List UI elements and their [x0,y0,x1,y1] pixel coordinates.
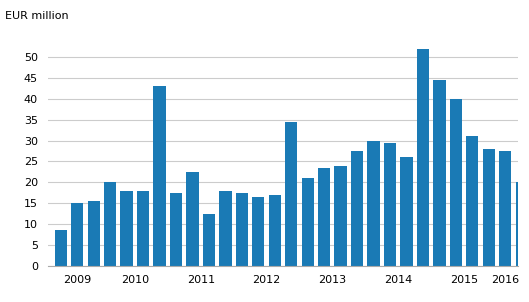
Bar [302,178,314,266]
Bar [499,151,512,266]
Bar [203,214,215,266]
Bar [87,201,100,266]
Bar [318,168,330,266]
Bar [54,230,67,266]
Bar [104,182,116,266]
Bar [121,191,133,266]
Bar [71,203,84,266]
Bar [219,191,232,266]
Bar [367,140,380,266]
Bar [433,80,445,266]
Bar [466,137,479,266]
Bar [252,197,264,266]
Bar [137,191,149,266]
Bar [186,172,199,266]
Bar [450,99,462,266]
Bar [236,193,248,266]
Text: EUR million: EUR million [5,11,69,21]
Bar [269,195,281,266]
Bar [384,143,396,266]
Bar [400,157,413,266]
Bar [170,193,182,266]
Bar [482,149,495,266]
Bar [417,49,429,266]
Bar [516,182,528,266]
Bar [334,165,347,266]
Bar [351,151,363,266]
Bar [285,122,297,266]
Bar [153,86,166,266]
